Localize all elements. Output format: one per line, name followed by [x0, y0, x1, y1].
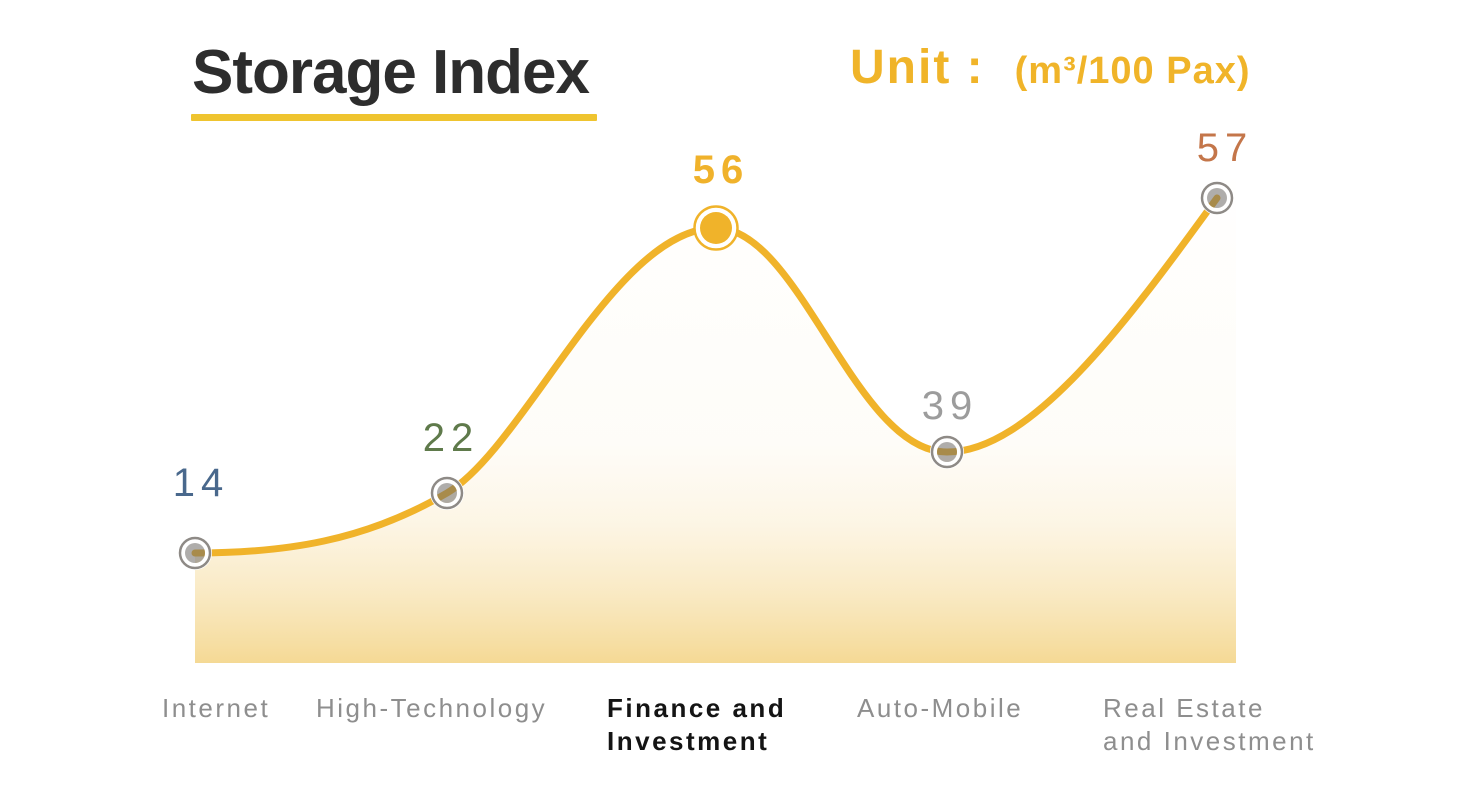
value-label-internet: 14: [172, 461, 230, 505]
point-gap-ring: [178, 536, 212, 570]
point-dot: [185, 543, 205, 563]
point-dot-gold: [700, 212, 732, 244]
point-ring: [1200, 181, 1234, 215]
axis-label-line: High-Technology: [316, 693, 548, 723]
point-gap-ring: [930, 435, 964, 469]
point-ring: [430, 476, 464, 510]
data-point-real-estate: [1200, 181, 1234, 215]
point-dot: [1207, 188, 1227, 208]
data-point-high-technology: [430, 476, 464, 510]
data-point-auto-mobile: [930, 435, 964, 469]
axis-label-real-estate: Real Estate and Investment: [1103, 692, 1316, 758]
axis-label-auto-mobile: Auto-Mobile: [857, 692, 1023, 725]
axis-label-high-technology: High-Technology: [316, 692, 547, 725]
point-ring-gold: [693, 205, 739, 251]
point-ring: [178, 536, 212, 570]
area-fill: [195, 171, 1236, 663]
title-underline: [191, 114, 597, 121]
axis-label-line: Auto-Mobile: [857, 693, 1024, 723]
point-dot: [937, 442, 957, 462]
point-ring: [930, 435, 964, 469]
page-title: Storage Index: [192, 38, 590, 107]
point-gap-ring: [430, 476, 464, 510]
axis-label-line: Real Estate: [1103, 693, 1265, 723]
axis-label-internet: Internet: [162, 692, 270, 725]
axis-label-line: and Investment: [1103, 726, 1316, 756]
axis-label-line: Internet: [162, 693, 271, 723]
point-gap-ring: [693, 205, 739, 251]
axis-label-finance-investment: Finance and Investment: [607, 692, 786, 758]
unit-annotation: Unit : (m³/100 Pax): [850, 40, 1251, 95]
point-dot: [437, 483, 457, 503]
value-label-finance-investment: 56: [692, 148, 750, 192]
value-label-auto-mobile: 39: [921, 384, 979, 428]
axis-label-line: Finance and: [607, 693, 787, 723]
unit-value: (m³/100 Pax): [1014, 50, 1251, 92]
data-point-internet: [178, 536, 212, 570]
unit-label: Unit :: [850, 41, 985, 94]
axis-label-line: Investment: [607, 726, 770, 756]
data-point-finance-investment-highlight: [693, 205, 739, 251]
value-label-real-estate: 57: [1196, 126, 1254, 170]
point-gap-ring: [1200, 181, 1234, 215]
value-label-high-technology: 22: [422, 416, 480, 460]
